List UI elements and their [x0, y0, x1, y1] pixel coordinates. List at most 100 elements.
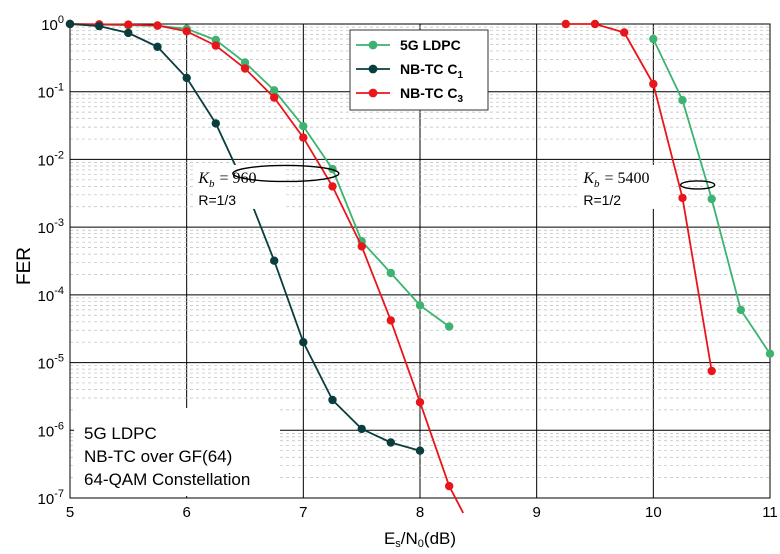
legend-swatch-marker — [368, 88, 378, 98]
y-tick-label: 10-7 — [38, 488, 64, 508]
data-point — [240, 58, 250, 67]
annotation-kb-value: = 960 — [220, 170, 257, 187]
annotation-rate: R=1/3 — [198, 192, 236, 208]
y-tick-base: 10 — [38, 356, 55, 373]
y-tick-exponent: -5 — [54, 353, 64, 365]
data-point — [765, 349, 775, 358]
legend-label: 5G LDPC — [400, 37, 461, 53]
legend-entry-1: NB-TC C1 — [356, 61, 464, 81]
data-point — [415, 446, 425, 455]
legend-entry-0: 5G LDPC — [356, 37, 461, 53]
x-tick-label: 10 — [645, 504, 662, 521]
annotation-ellipse — [679, 180, 716, 190]
data-point — [328, 182, 337, 191]
y-tick-base: 10 — [38, 220, 55, 237]
series-line — [565, 23, 713, 372]
annotation-0: Kb = 960 R=1/3 — [194, 164, 340, 209]
data-point — [95, 21, 104, 31]
data-point — [299, 338, 308, 347]
annotation-1: Kb = 5400 R=1/2 — [579, 164, 716, 209]
data-point — [270, 256, 279, 265]
legend-label-sub: 3 — [458, 94, 464, 105]
x-tick-label: 9 — [532, 504, 540, 521]
data-point — [270, 93, 279, 102]
data-point — [445, 481, 454, 491]
y-tick-label: 10-2 — [38, 149, 64, 169]
data-point — [153, 21, 162, 30]
y-tick-label: 10-3 — [38, 217, 64, 237]
annotation-kb-sub: b — [594, 178, 600, 190]
annotation-kb-value: = 5400 — [605, 170, 650, 187]
y-tick-exponent: -6 — [54, 420, 64, 432]
y-tick-base: 10 — [41, 17, 58, 34]
info-box-frame — [74, 408, 280, 496]
data-point — [707, 366, 716, 376]
y-tick-exponent: -3 — [54, 217, 64, 229]
y-tick-exponent: -7 — [54, 488, 64, 500]
legend-swatch-marker — [368, 40, 378, 50]
y-tick-base: 10 — [38, 152, 55, 169]
data-point — [736, 305, 745, 315]
annotation-kb: Kb = 5400 — [582, 170, 649, 190]
info-box: 5G LDPC NB-TC over GF(64) 64-QAM Constel… — [74, 408, 280, 496]
data-point — [386, 316, 395, 325]
y-tick-base: 10 — [38, 85, 55, 102]
annotation-ellipse — [232, 164, 340, 183]
x-axis-label: Es/N0(dB) — [384, 529, 456, 550]
annotation-rate: R=1/2 — [583, 192, 621, 208]
plot-frame — [69, 23, 771, 499]
y-tick-label: 10-4 — [38, 285, 64, 305]
annotation-kb-var: K — [197, 170, 210, 187]
x-tick-label: 11 — [762, 504, 778, 521]
data-point — [649, 79, 658, 89]
x-tick-label: 7 — [299, 504, 307, 521]
data-point — [299, 133, 308, 142]
data-point — [678, 193, 687, 203]
series-2 — [65, 19, 716, 514]
y-tick-base: 10 — [38, 491, 55, 508]
y-tick-label: 10-1 — [38, 82, 64, 102]
x-axis-label-n: /N — [401, 529, 418, 548]
data-point — [211, 41, 220, 50]
y-tick-exponent: -4 — [54, 285, 64, 297]
info-line-2: NB-TC over GF(64) — [84, 447, 232, 466]
x-axis-label-0: 0 — [418, 538, 424, 550]
data-point — [386, 438, 395, 447]
legend-label-sub: 1 — [458, 70, 464, 81]
data-point — [590, 19, 600, 29]
data-point — [328, 395, 337, 405]
data-point — [357, 242, 366, 251]
data-point — [707, 194, 716, 204]
data-point — [678, 96, 687, 105]
annotation-layer: Kb = 960 R=1/3 Kb = 5400 R=1/2 — [194, 164, 716, 209]
x-axis-label-e: E — [384, 529, 395, 548]
data-point — [415, 301, 425, 310]
info-line-3: 64-QAM Constellation — [84, 470, 250, 489]
x-axis-label-db: (dB) — [424, 529, 456, 548]
annotation-backdrop — [579, 164, 672, 209]
x-tick-label: 8 — [416, 504, 424, 521]
y-tick-base: 10 — [38, 423, 55, 440]
legend-label-main: NB-TC C — [400, 61, 458, 77]
data-point — [182, 27, 191, 36]
info-line-1: 5G LDPC — [84, 424, 157, 443]
y-tick-exponent: -2 — [54, 149, 64, 161]
data-point — [299, 122, 308, 131]
legend-label: NB-TC C3 — [400, 85, 464, 105]
data-point — [182, 73, 191, 83]
data-point — [357, 424, 366, 434]
x-axis-label-s: s — [395, 538, 401, 550]
annotation-kb: Kb = 960 — [197, 170, 256, 190]
data-point — [270, 86, 279, 95]
y-tick-base: 10 — [38, 288, 55, 305]
y-tick-exponent: 0 — [58, 14, 64, 26]
annotation-kb-var: K — [582, 170, 595, 187]
data-point — [211, 119, 220, 128]
data-point — [649, 34, 658, 44]
x-tick-label: 6 — [182, 504, 190, 521]
y-tick-exponent: -1 — [54, 82, 64, 94]
y-tick-label: 100 — [41, 14, 64, 34]
